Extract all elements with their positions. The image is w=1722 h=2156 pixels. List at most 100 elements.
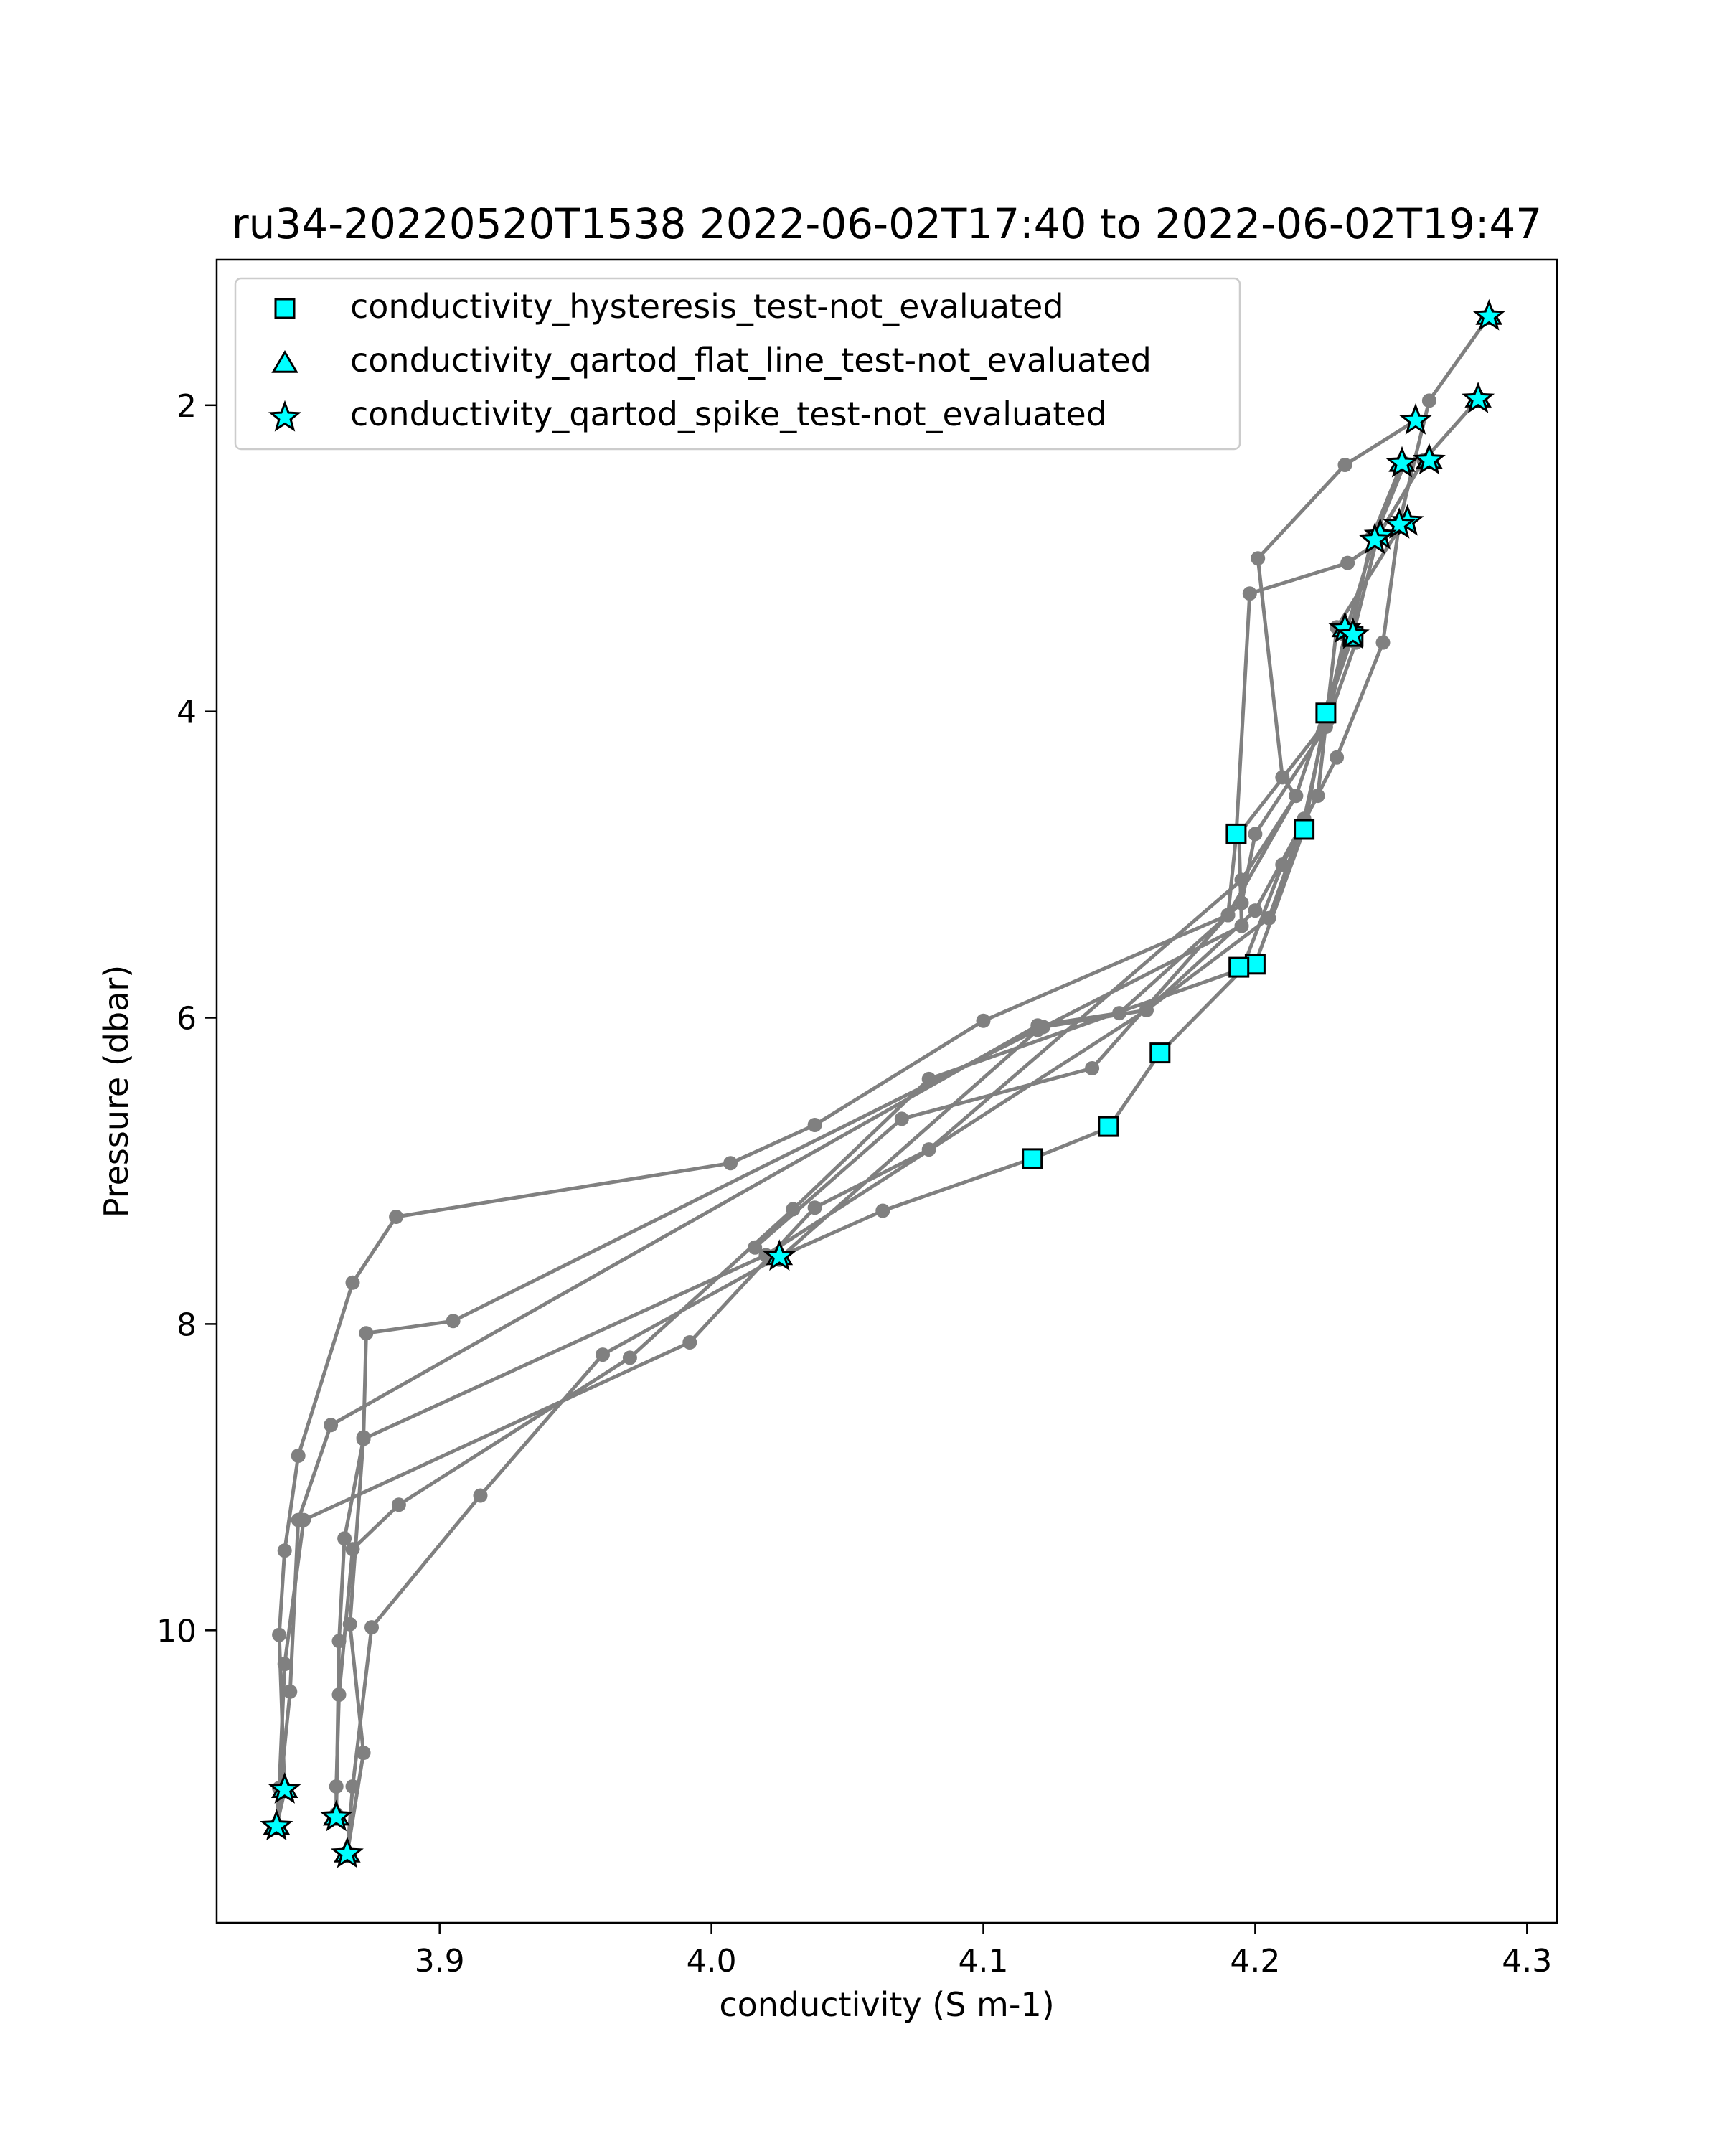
x-axis-label: conductivity (S m-1) bbox=[719, 1985, 1054, 2024]
profile-data-point bbox=[356, 1746, 371, 1761]
legend-box bbox=[234, 277, 1241, 451]
profile-data-point bbox=[1310, 789, 1325, 804]
spike-marker bbox=[1412, 443, 1446, 475]
profile-data-point bbox=[391, 1497, 406, 1512]
profile-data-point bbox=[1139, 1002, 1154, 1017]
hysteresis-marker bbox=[1294, 819, 1315, 840]
profile-data-point bbox=[283, 1684, 298, 1699]
x-axis-ticks: 3.9 4.0 4.1 4.2 4.3 bbox=[415, 1923, 1552, 1980]
profile-data-point bbox=[1289, 789, 1304, 804]
hysteresis-marker bbox=[1315, 702, 1337, 724]
x-tick-label: 4.3 bbox=[1502, 1943, 1552, 1980]
profile-data-point bbox=[976, 1013, 991, 1028]
spike-marker bbox=[330, 1836, 364, 1868]
profile-data-point bbox=[356, 1431, 371, 1446]
spike-marker bbox=[319, 1799, 353, 1832]
legend-star-icon bbox=[268, 400, 302, 432]
spike-marker bbox=[1336, 617, 1370, 649]
profile-data-point bbox=[1375, 635, 1391, 650]
profile-data-point bbox=[1275, 770, 1290, 785]
profile-data-point bbox=[277, 1657, 292, 1672]
x-tick-label: 4.2 bbox=[1230, 1943, 1280, 1980]
profile-data-point bbox=[807, 1118, 822, 1132]
profile-data-point bbox=[807, 1200, 822, 1215]
profile-data-point bbox=[894, 1111, 909, 1126]
hysteresis-marker bbox=[1225, 823, 1247, 844]
profile-data-point bbox=[342, 1616, 357, 1632]
plot-area-frame bbox=[215, 258, 1558, 1924]
profile-data-point bbox=[1234, 895, 1249, 910]
spike-marker bbox=[1398, 403, 1433, 435]
profile-data-point bbox=[1275, 857, 1290, 872]
profile-data-point bbox=[446, 1314, 461, 1329]
profile-data-point bbox=[1085, 1061, 1100, 1075]
profile-data-point bbox=[786, 1202, 801, 1217]
spike-marker bbox=[260, 1809, 293, 1841]
spike-marker bbox=[268, 1772, 301, 1804]
profile-data-point bbox=[324, 1418, 339, 1433]
profile-data-point bbox=[331, 1687, 347, 1702]
profile-data-point bbox=[723, 1156, 738, 1171]
profile-data-point bbox=[596, 1347, 610, 1362]
profile-data-point bbox=[921, 1071, 936, 1086]
legend-label-spike: conductivity_qartod_spike_test-not_evalu… bbox=[350, 395, 1107, 433]
profile-data-point bbox=[291, 1512, 306, 1527]
spike-marker bbox=[1472, 298, 1506, 331]
profile-data-point bbox=[345, 1542, 360, 1557]
profile-data-point bbox=[1251, 551, 1266, 566]
legend-label-hysteresis: conductivity_hysteresis_test-not_evaluat… bbox=[350, 287, 1064, 326]
profile-data-point bbox=[329, 1779, 344, 1794]
hysteresis-marker bbox=[1098, 1116, 1119, 1137]
x-tick-label: 4.1 bbox=[959, 1943, 1009, 1980]
legend: conductivity_hysteresis_test-not_evaluat… bbox=[234, 277, 1241, 451]
profile-data-point bbox=[364, 1620, 379, 1635]
spike-marker bbox=[1385, 446, 1419, 478]
profile-data-point bbox=[1330, 750, 1345, 765]
profile-data-point bbox=[1030, 1022, 1045, 1037]
profile-data-point bbox=[345, 1779, 360, 1794]
profile-data-point bbox=[291, 1449, 306, 1463]
profile-data-point bbox=[1340, 555, 1355, 570]
spike-marker bbox=[763, 1239, 796, 1271]
profile-data-point bbox=[622, 1350, 637, 1365]
hysteresis-marker bbox=[1022, 1148, 1043, 1169]
hysteresis-marker bbox=[1149, 1042, 1171, 1064]
profile-data-point bbox=[345, 1275, 360, 1290]
profile-data-point bbox=[1234, 918, 1249, 933]
y-tick-label: 6 bbox=[177, 1001, 197, 1037]
profile-line bbox=[274, 641, 1358, 1828]
profile-data-point bbox=[748, 1240, 763, 1255]
profile-data-point bbox=[1220, 908, 1236, 923]
profile-data-point bbox=[921, 1142, 936, 1157]
profile-data-point bbox=[1421, 393, 1436, 408]
profile-data-point bbox=[1261, 910, 1276, 926]
profile-data-point bbox=[359, 1326, 374, 1341]
y-tick-label: 4 bbox=[177, 695, 197, 731]
profile-data-point bbox=[277, 1543, 292, 1558]
profile-data-point bbox=[1234, 872, 1249, 888]
profile-data-point bbox=[1112, 1006, 1126, 1021]
spike-marker bbox=[1383, 507, 1416, 539]
legend-triangle-icon bbox=[271, 350, 298, 373]
legend-label-flat-line: conductivity_qartod_flat_line_test-not_e… bbox=[350, 341, 1152, 380]
y-tick-label: 2 bbox=[177, 388, 197, 425]
profile-data-point bbox=[1337, 458, 1352, 472]
y-axis-label: Pressure (dbar) bbox=[97, 965, 136, 1218]
profile-data-point bbox=[682, 1335, 697, 1350]
chart-title: ru34-20220520T1538 2022-06-02T17:40 to 2… bbox=[232, 199, 1542, 248]
profile-data-point bbox=[272, 1627, 287, 1642]
profile-data-point bbox=[389, 1210, 404, 1224]
spike-marker bbox=[1358, 522, 1392, 555]
profile-data-point bbox=[875, 1203, 890, 1218]
x-tick-label: 3.9 bbox=[415, 1943, 465, 1980]
hysteresis-marker bbox=[1228, 956, 1250, 978]
y-axis-ticks: 2 4 6 8 10 bbox=[156, 388, 217, 1649]
profile-data-point bbox=[331, 1634, 347, 1649]
legend-markers bbox=[268, 298, 302, 432]
profile-data-point bbox=[337, 1531, 352, 1546]
profile-data-point bbox=[473, 1488, 488, 1503]
x-tick-label: 4.0 bbox=[687, 1943, 737, 1980]
y-tick-label: 8 bbox=[177, 1307, 197, 1343]
y-tick-label: 10 bbox=[156, 1613, 197, 1649]
